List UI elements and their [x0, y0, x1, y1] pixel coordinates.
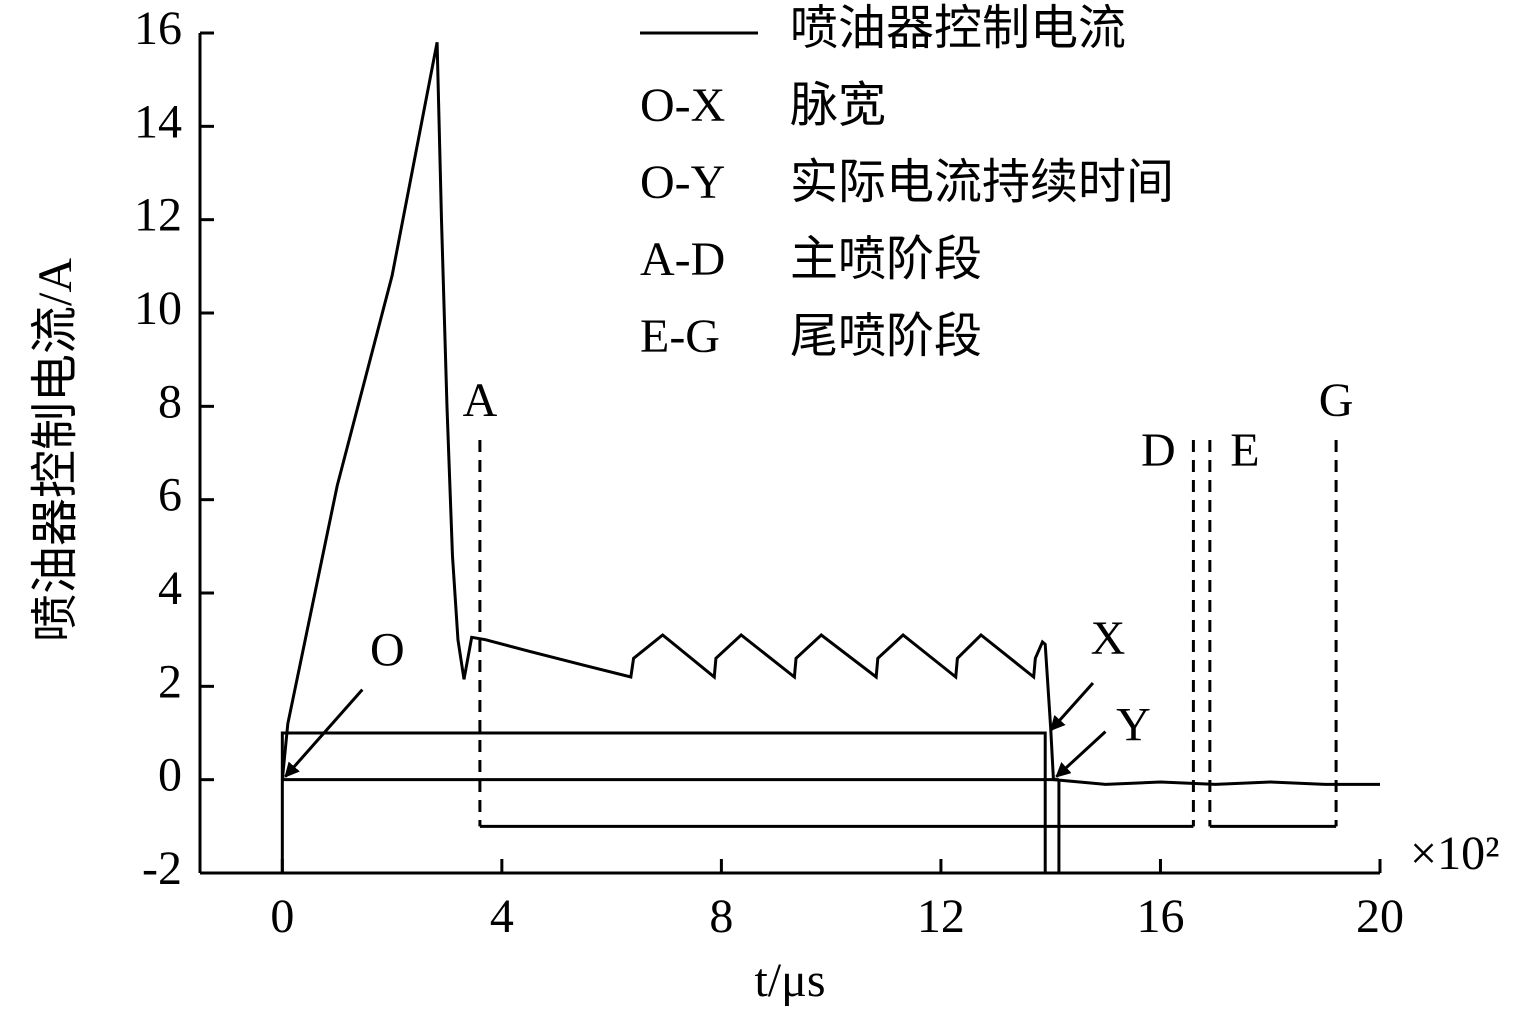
annotation-arrow: [1049, 682, 1095, 732]
y-tick-label: 2: [158, 655, 182, 708]
y-tick-label: 16: [134, 2, 182, 55]
legend-text: 尾喷阶段: [790, 310, 982, 363]
y-tick-label: 4: [158, 562, 182, 615]
legend-key: O-Y: [640, 156, 725, 209]
x-tick-label: 16: [1136, 890, 1184, 943]
y-tick-label: 6: [158, 469, 182, 522]
y-tick-label: 12: [134, 189, 182, 242]
annotation-arrow: [284, 688, 364, 778]
marker-label: G: [1319, 374, 1354, 427]
y-axis-title: 喷油器控制电流/A: [29, 258, 82, 642]
y-tick-label: 14: [134, 95, 182, 148]
x-tick-label: 4: [490, 890, 514, 943]
legend-text: 主喷阶段: [790, 233, 982, 286]
legend-key: A-D: [640, 233, 725, 286]
x-tick-label: 12: [917, 890, 965, 943]
x-tick-label: 0: [270, 890, 294, 943]
annotation-label: O: [370, 624, 405, 677]
annotation-label: Y: [1116, 699, 1151, 752]
y-tick-label: 0: [158, 749, 182, 802]
annotation-label: X: [1091, 612, 1126, 665]
marker-label: D: [1141, 424, 1176, 477]
legend-text: 脉宽: [790, 79, 886, 132]
x-tick-label: 8: [709, 890, 733, 943]
legend-key: O-X: [640, 79, 725, 132]
legend-key: E-G: [640, 310, 720, 363]
marker-label: E: [1230, 424, 1259, 477]
x-axis-title: t/μs: [754, 954, 825, 1007]
y-tick-label: 10: [134, 282, 182, 335]
series-line: [280, 42, 1380, 786]
marker-label: A: [463, 374, 498, 427]
x-tick-label: 20: [1356, 890, 1404, 943]
y-tick-label: 8: [158, 375, 182, 428]
pulse-width: [280, 731, 1047, 873]
legend-text: 实际电流持续时间: [790, 156, 1174, 209]
legend-label: 喷油器控制电流: [790, 2, 1126, 55]
x-multiplier: ×10²: [1410, 827, 1499, 880]
annotation-arrow: [1055, 730, 1107, 778]
y-tick-label: -2: [142, 842, 182, 895]
